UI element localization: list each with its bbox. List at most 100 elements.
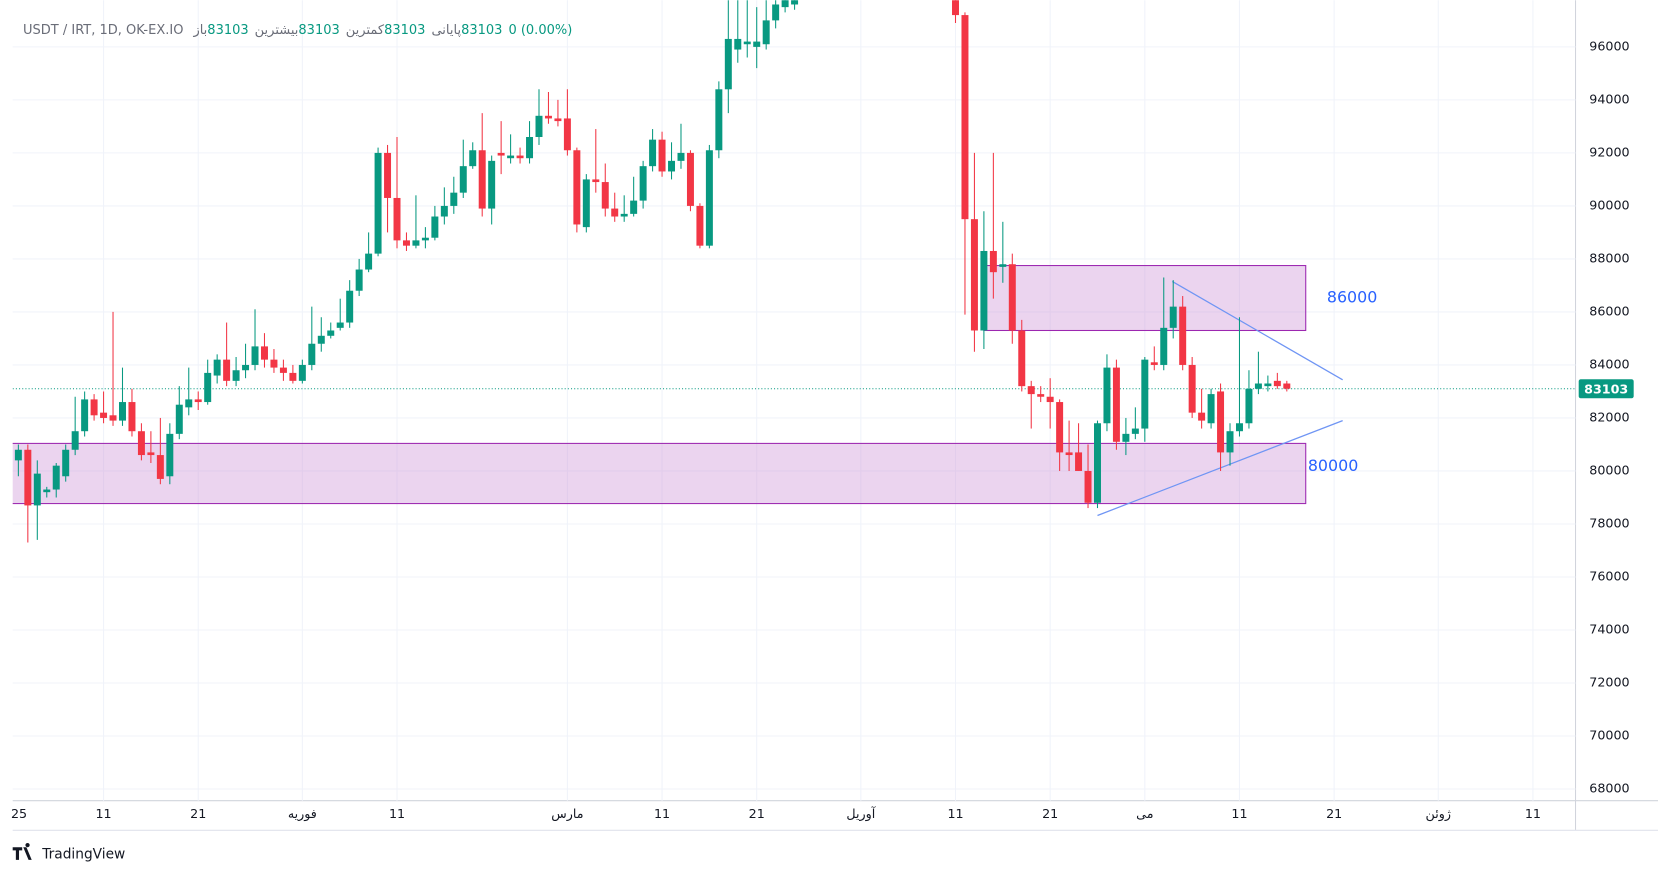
- y-tick-label: 86000: [1589, 303, 1629, 318]
- candle-body: [1226, 431, 1234, 453]
- legend-header: USDT / IRT, 1D, OK-EX.IO باز 83103 بیشتر…: [23, 23, 572, 38]
- candle-body: [1122, 433, 1130, 442]
- candle-body: [516, 155, 524, 159]
- candle-body: [1046, 396, 1054, 403]
- x-tick-label: 11: [389, 806, 405, 821]
- candle-body: [1188, 364, 1196, 413]
- candle-body: [346, 290, 354, 323]
- x-tick-label: مارس: [551, 806, 583, 822]
- candle-body: [573, 150, 581, 225]
- candle-body: [194, 399, 202, 403]
- y-tick-label: 88000: [1589, 250, 1629, 265]
- candle-body: [1273, 380, 1281, 387]
- x-tick-label: می: [1136, 806, 1153, 821]
- y-tick-label: 82000: [1589, 409, 1629, 424]
- open-label: باز: [193, 23, 208, 38]
- candle-body: [431, 216, 439, 238]
- candle-body: [298, 364, 306, 381]
- candle-body: [696, 205, 704, 246]
- labels: 68000 70000 72000 74000 76000 78000 80000 82000…: [11, 38, 1634, 822]
- x-tick-label: 11: [947, 806, 963, 821]
- y-tick-label: 74000: [1589, 621, 1629, 636]
- candle-body: [554, 118, 562, 122]
- candle-body: [639, 166, 647, 201]
- candle-body: [677, 152, 685, 161]
- candle-body: [459, 166, 467, 193]
- candle-body: [668, 160, 676, 172]
- candle-body: [440, 205, 448, 217]
- candle-body: [715, 89, 723, 151]
- candle-body: [204, 372, 212, 403]
- candle-body: [630, 200, 638, 214]
- candle-body: [1103, 367, 1111, 424]
- candle-body: [270, 359, 278, 368]
- candle-body: [52, 465, 60, 490]
- candle-body: [601, 182, 609, 209]
- candle-body: [544, 115, 552, 119]
- candle-body: [119, 402, 126, 421]
- candle-body: [478, 150, 486, 209]
- candle-body: [611, 208, 619, 217]
- candle-body: [526, 137, 534, 159]
- candle-body: [374, 152, 382, 254]
- annotation: 80000: [1308, 456, 1358, 475]
- candle-body: [317, 335, 325, 344]
- candle-body: [1179, 306, 1187, 365]
- candle-body: [33, 473, 41, 506]
- y-tick-label: 94000: [1589, 91, 1629, 106]
- candle-body: [1235, 423, 1243, 432]
- candle-body: [24, 449, 32, 506]
- candle-body: [1056, 402, 1064, 453]
- candle-body: [393, 197, 401, 241]
- candle-body: [355, 269, 363, 291]
- y-tick-label: 84000: [1589, 356, 1629, 371]
- candle-body: [970, 219, 978, 331]
- candle-body: [308, 343, 316, 365]
- candle-body: [232, 370, 240, 381]
- trendline: [1171, 280, 1343, 381]
- candle-body: [43, 489, 51, 493]
- y-tick-label: 72000: [1589, 675, 1629, 690]
- candle-body: [175, 404, 183, 434]
- candle-body: [1198, 412, 1206, 421]
- candle-body: [1160, 327, 1168, 365]
- candle-body: [620, 213, 628, 217]
- x-tick-label: 21: [749, 806, 765, 821]
- x-tick-label: آوریل: [846, 806, 875, 822]
- x-tick-label: 21: [1326, 806, 1342, 821]
- x-tick-label: فوریه: [288, 806, 317, 822]
- change: 0 (0.00%): [508, 23, 573, 38]
- x-tick-label: 21: [1042, 806, 1058, 821]
- candle-body: [421, 237, 429, 241]
- candle-body: [952, 0, 959, 16]
- candle-body: [1112, 367, 1120, 442]
- candle-body: [1264, 383, 1272, 387]
- candle-body: [450, 192, 458, 206]
- candle-body: [762, 20, 770, 45]
- zone: [12, 442, 1307, 505]
- y-tick-label: 80000: [1589, 462, 1629, 477]
- candle-body: [128, 402, 136, 432]
- candle-body: [658, 139, 666, 172]
- x-tick-label: 11: [1231, 806, 1247, 821]
- y-tick-label: 90000: [1589, 197, 1629, 212]
- candle-body: [1207, 394, 1215, 424]
- y-tick-label: 96000: [1589, 38, 1629, 53]
- candle-body: [1065, 452, 1073, 456]
- price-label-bg: [1578, 379, 1634, 399]
- candle-body: [1131, 428, 1139, 434]
- candle-body: [781, 0, 789, 8]
- candle-body: [743, 41, 751, 45]
- candle-body: [649, 139, 657, 167]
- candle-body: [1037, 394, 1045, 397]
- candle-body: [1084, 470, 1092, 503]
- candle-body: [62, 449, 70, 477]
- candle-body: [592, 179, 600, 183]
- low-label: کمترین: [345, 23, 385, 38]
- logo: TradingView: [12, 842, 125, 863]
- candle-body: [100, 412, 108, 418]
- candle-body: [1027, 386, 1035, 395]
- candle-body: [686, 152, 694, 206]
- candle-body: [999, 264, 1007, 267]
